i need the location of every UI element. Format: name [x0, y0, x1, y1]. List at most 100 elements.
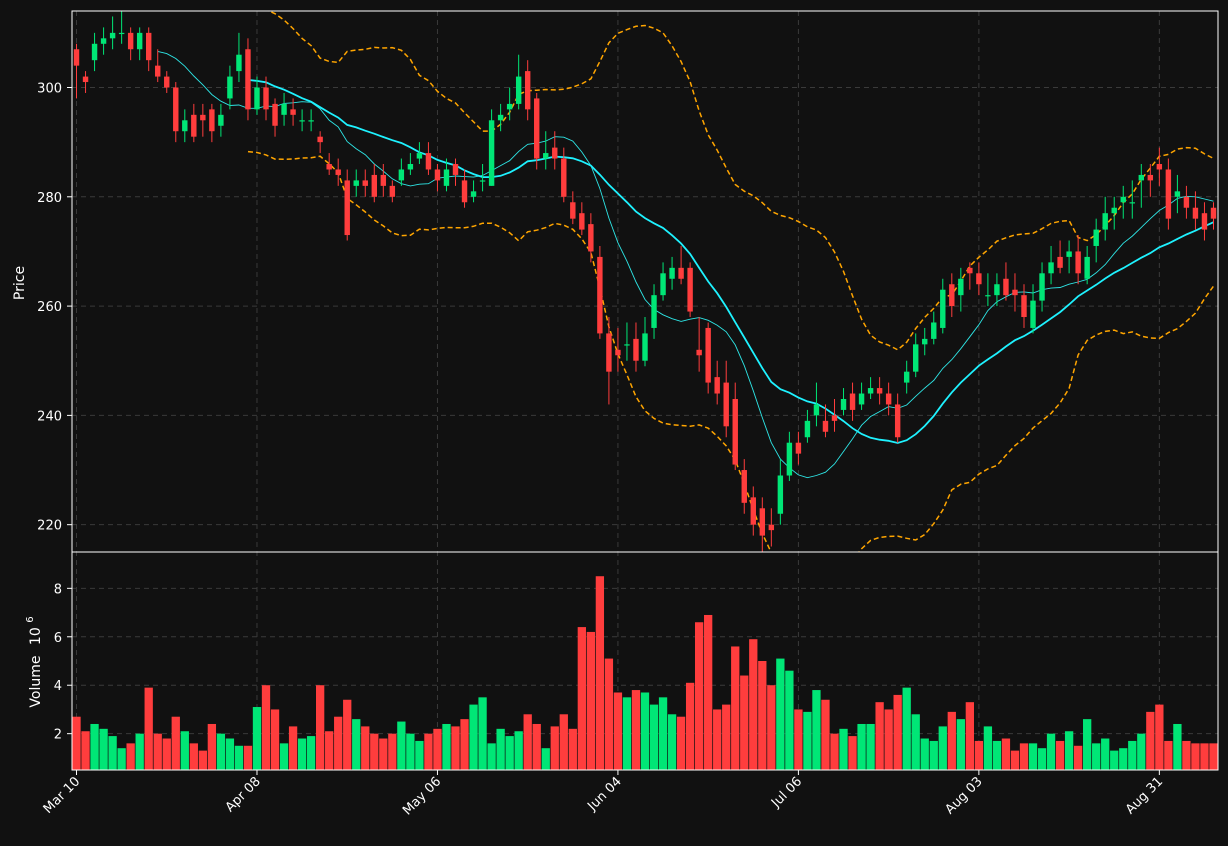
volume-bar [577, 627, 586, 770]
volume-bar [694, 622, 704, 770]
candle-body [362, 180, 368, 186]
candle-body [786, 442, 793, 476]
volume-bar [1046, 733, 1056, 770]
volume-bar [929, 740, 938, 770]
candle-body [182, 120, 188, 132]
candle-body [669, 267, 675, 279]
volume-bar [261, 685, 271, 770]
volume-bar [667, 714, 677, 770]
bollinger-bands [247, 11, 1215, 552]
volume-tick-label: 2 [54, 728, 62, 743]
candle-body [678, 267, 684, 279]
volume-bar [370, 733, 379, 770]
volume-bar [90, 723, 99, 770]
volume-bar [1073, 745, 1083, 770]
candle-body [534, 98, 540, 159]
candle-body [461, 180, 468, 203]
volume-bar [180, 731, 189, 770]
candle-body [272, 103, 278, 126]
volume-bar [81, 731, 90, 770]
volume-bar [1155, 704, 1164, 770]
volume-bar [126, 743, 135, 770]
volume-bar [352, 719, 361, 770]
candle-body [922, 338, 928, 345]
volume-bar [270, 709, 280, 770]
candle-body [1057, 256, 1063, 268]
volume-bar [135, 733, 144, 770]
candle-body [858, 393, 865, 405]
price-tick-label: 220 [37, 519, 62, 534]
volume-bar [171, 716, 180, 770]
volume-axis-label-power: 6 [25, 616, 36, 622]
candle-body [1201, 213, 1208, 230]
candle-body [425, 153, 432, 170]
candle-body [389, 185, 396, 197]
candle-body [443, 169, 450, 186]
candle-body [353, 180, 359, 186]
candle-body [840, 398, 847, 410]
candle-body [1183, 196, 1190, 208]
candle-body [200, 114, 206, 121]
candle-body [723, 382, 729, 427]
candle-body [479, 180, 486, 182]
candle-body [326, 164, 332, 170]
candle-body [1075, 251, 1081, 274]
candle-body [416, 153, 423, 159]
candle-body [407, 164, 414, 170]
candle-body [82, 76, 89, 83]
volume-bar [586, 631, 596, 770]
volume-bar [406, 733, 415, 770]
volume-bar [198, 750, 207, 770]
candle-body [1174, 191, 1181, 197]
volume-bar [1092, 743, 1101, 770]
candle-body [155, 65, 161, 77]
candle-body [768, 524, 775, 531]
ma-fast-line [157, 50, 1214, 479]
candle-body [543, 153, 549, 159]
volume-bar [1200, 743, 1209, 770]
volume-bar [830, 733, 839, 770]
moving-averages [157, 50, 1214, 479]
candle-body [164, 76, 170, 88]
candle-body [1039, 273, 1045, 301]
volume-bar [920, 738, 929, 770]
candle-body [91, 43, 98, 61]
volume-bar [839, 728, 848, 770]
price-tick-label: 260 [37, 300, 62, 315]
candle-body [741, 470, 747, 503]
volume-bar [640, 692, 650, 770]
volume-bar [225, 738, 235, 770]
volume-bar [532, 723, 541, 770]
candle-body [1111, 207, 1117, 214]
candle-body [822, 420, 829, 432]
candle-body [624, 344, 630, 346]
volume-bar [297, 738, 307, 770]
candle-body [561, 158, 567, 197]
volume-bar [559, 714, 568, 770]
candle-body [1192, 207, 1199, 219]
candle-body [1021, 295, 1027, 318]
candle-body [633, 338, 639, 361]
price-axis-label: Price [12, 266, 28, 300]
candle-body [813, 404, 820, 416]
volume-bar [99, 728, 108, 770]
volume-bar [631, 690, 641, 770]
volume-bar [758, 661, 767, 770]
volume-bar [1182, 740, 1191, 770]
candle-body [732, 398, 738, 465]
volume-bar [884, 709, 893, 770]
volume-bar [731, 646, 740, 770]
volume-bar [1028, 743, 1038, 770]
volume-bar [857, 723, 866, 770]
volume-bar [568, 728, 577, 770]
volume-bar [514, 731, 523, 770]
candle-body [73, 49, 80, 66]
volume-bar [1146, 711, 1155, 770]
candle-body [1129, 202, 1135, 204]
grid-lines [72, 11, 1218, 770]
volume-bar [1055, 740, 1065, 770]
candle-body [949, 284, 955, 307]
candle-body [894, 404, 901, 438]
volume-bar [72, 716, 81, 770]
